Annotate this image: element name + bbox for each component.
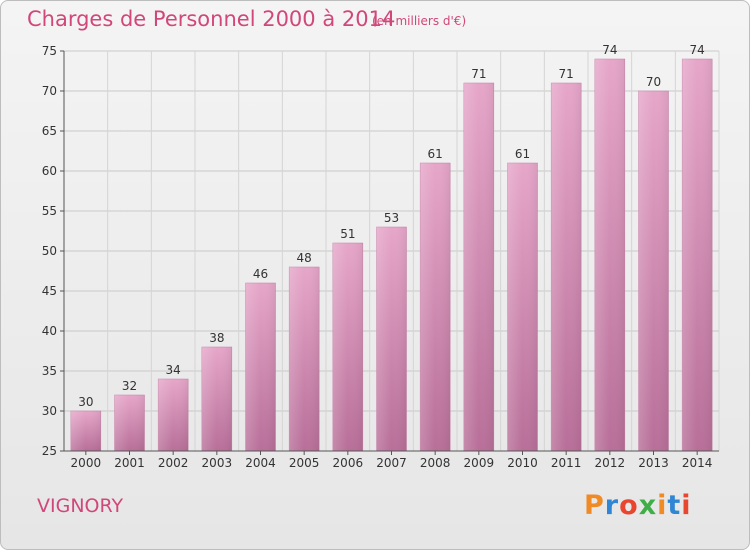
bars: 30 32 34 38 46 48 51 53 61 71 61 71 74 70 74	[70, 43, 713, 452]
data-label: 74	[602, 43, 617, 57]
bar-shine	[289, 267, 320, 451]
data-label: 32	[122, 379, 137, 393]
data-label: 74	[690, 43, 705, 57]
x-tick-label: 2000	[71, 456, 102, 470]
logo-letter: r	[604, 490, 620, 521]
x-tick-label: 2012	[595, 456, 626, 470]
bar-shine	[594, 59, 625, 451]
location-name: VIGNORY	[37, 495, 124, 517]
x-tick-label: 2009	[464, 456, 495, 470]
y-tick-label: 60	[42, 164, 57, 178]
y-tick-label: 65	[42, 124, 57, 138]
bar-shine	[158, 379, 189, 451]
bar-shine	[420, 163, 451, 451]
y-tick-label: 75	[42, 44, 57, 58]
y-tick-label: 55	[42, 204, 57, 218]
proxiti-logo: Proxiti	[584, 490, 692, 521]
x-tick-label: 2007	[376, 456, 407, 470]
x-tick-label: 2005	[289, 456, 320, 470]
bar-shine	[507, 163, 538, 451]
bar-shine	[682, 59, 713, 451]
chart-subtitle: (en milliers d'€)	[372, 14, 467, 28]
y-tick-label: 40	[42, 324, 57, 338]
y-tick-label: 35	[42, 364, 57, 378]
bar-shine	[551, 83, 582, 451]
x-tick-label: 2014	[682, 456, 713, 470]
data-label: 61	[428, 147, 443, 161]
logo-letter: t	[667, 490, 682, 521]
data-label: 53	[384, 211, 399, 225]
logo-letter: i	[657, 490, 668, 521]
x-tick-label: 2011	[551, 456, 582, 470]
logo-letter: x	[638, 490, 658, 521]
x-tick-label: 2010	[507, 456, 538, 470]
data-label: 71	[559, 67, 574, 81]
logo-letter: P	[584, 490, 605, 521]
data-label: 46	[253, 267, 268, 281]
data-label: 48	[297, 251, 312, 265]
y-tick-label: 50	[42, 244, 57, 258]
chart-title: Charges de Personnel 2000 à 2014	[27, 7, 396, 31]
data-label: 70	[646, 75, 661, 89]
bar-shine	[114, 395, 145, 451]
bar-shine	[245, 283, 276, 451]
data-label: 34	[166, 363, 181, 377]
y-tick-label: 30	[42, 404, 57, 418]
logo-letter: o	[619, 490, 639, 521]
y-tick-label: 45	[42, 284, 57, 298]
x-tick-label: 2002	[158, 456, 189, 470]
bar-shine	[638, 91, 669, 451]
data-label: 71	[471, 67, 486, 81]
x-tick-label: 2001	[114, 456, 145, 470]
axes: 25 30 35 40 45 50 55 60 65 70 75 2000 2001 2002 2003 20…	[42, 44, 719, 470]
bar-shine	[70, 411, 101, 451]
x-tick-label: 2013	[638, 456, 669, 470]
bar-shine	[376, 227, 407, 451]
data-label: 61	[515, 147, 530, 161]
bar-shine	[201, 347, 232, 451]
data-label: 51	[340, 227, 355, 241]
y-tick-label: 25	[42, 444, 57, 458]
x-tick-label: 2004	[245, 456, 276, 470]
logo-letter: i	[681, 490, 692, 521]
bar-shine	[463, 83, 494, 451]
data-label: 30	[78, 395, 93, 409]
x-tick-label: 2003	[202, 456, 233, 470]
data-label: 38	[209, 331, 224, 345]
bar-shine	[332, 243, 363, 451]
x-tick-label: 2008	[420, 456, 451, 470]
x-tick-label: 2006	[333, 456, 364, 470]
y-tick-label: 70	[42, 84, 57, 98]
